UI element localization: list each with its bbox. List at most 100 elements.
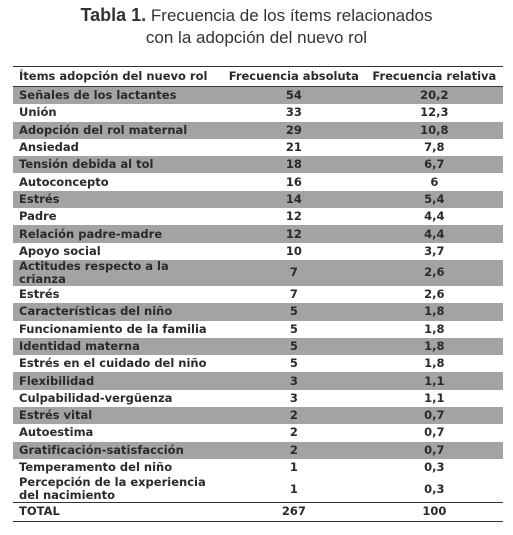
table-row: Estrés en el cuidado del niño 5 1,8 (13, 355, 503, 372)
title-line: con la adopción del nuevo rol (145, 28, 368, 47)
title-line: Frecuencia de los ítems relacionados (150, 6, 433, 25)
header-cell: Ítems adopción del nuevo rol (13, 66, 222, 87)
table-row: Actitudes respecto a la crianza 7 2,6 (13, 259, 503, 286)
table-row: Estrés 7 2,6 (13, 286, 503, 303)
table-row: Flexibilidad 3 1,1 (13, 372, 503, 390)
cell-value: 14 (222, 190, 366, 209)
table-row: Funcionamiento de la familia 5 1,8 (13, 321, 503, 338)
cell-value: 7 (289, 287, 298, 302)
cell-value: 1,8 (424, 356, 445, 371)
cell-value: 1,1 (365, 372, 503, 390)
cell-value: 21 (285, 140, 302, 155)
cell-value: 1,8 (424, 321, 445, 336)
table-row: Relación padre-madre 12 4,4 (13, 225, 503, 243)
cell-value: 5 (289, 321, 298, 336)
table-row: Características del niño 5 1,8 (13, 303, 503, 321)
cell-item: Estrés (19, 287, 60, 302)
cell-item: Identidad materna (13, 337, 222, 356)
cell-item: Temperamento del niño (19, 460, 173, 475)
cell-item: Unión (19, 105, 57, 120)
cell-item: Tensión debida al tol (13, 156, 222, 174)
cell-value: 2 (222, 407, 366, 425)
cell-value: 5 (289, 356, 298, 371)
table-row: Estrés vital 2 0,7 (13, 407, 503, 425)
cell-item: Autoestima (19, 425, 94, 440)
cell-value: 0,7 (365, 407, 503, 425)
cell-item: Padre (19, 209, 57, 224)
table-row: Culpabilidad-vergüenza 3 1,1 (13, 390, 503, 407)
table-row: Autoestima 2 0,7 (13, 424, 503, 441)
table-row: Gratificación-satisfacción 2 0,7 (13, 441, 503, 459)
cell-item: Flexibilidad (13, 372, 222, 390)
cell-value: 0,3 (424, 460, 445, 475)
cell-value: 1,1 (424, 390, 445, 405)
cell-item: Estrés (13, 190, 222, 209)
table-row: Estrés 14 5,4 (13, 190, 503, 209)
cell-value: 1,8 (365, 303, 503, 321)
cell-item: Funcionamiento de la familia (19, 321, 207, 336)
cell-item: Apoyo social (19, 243, 101, 258)
cell-value: 5 (222, 303, 366, 321)
total-row: TOTAL 267 100 (13, 502, 503, 522)
table-row: Autoconcepto 16 6 (13, 173, 503, 190)
cell-value: 6 (430, 174, 439, 189)
cell-value: 2,6 (365, 259, 503, 286)
cell-value: 33 (285, 105, 302, 120)
table-row: Ansiedad 21 7,8 (13, 139, 503, 156)
title-label: Tabla 1. (80, 5, 147, 25)
table-row: Identidad materna 5 1,8 (13, 337, 503, 356)
cell-value: 0,3 (424, 481, 445, 496)
cell-value: 1 (289, 481, 298, 496)
cell-value: 18 (222, 156, 366, 174)
cell-value: 6,7 (365, 156, 503, 174)
header-cell: Frecuencia relativa (365, 66, 503, 87)
cell-value: 12,3 (420, 105, 449, 120)
cell-item: Relación padre-madre (13, 225, 222, 243)
cell-item: Percepción de la experiencia del nacimie… (19, 475, 206, 503)
table-row: Padre 12 4,4 (13, 208, 503, 225)
table-row: Señales de los lactantes 54 20,2 (13, 86, 503, 105)
cell-value: 3,7 (424, 243, 445, 258)
cell-item: Características del niño (13, 303, 222, 321)
cell-value: 5 (222, 337, 366, 356)
cell-value: 3 (222, 372, 366, 390)
cell-value: 0,7 (424, 425, 445, 440)
cell-value: 7,8 (424, 140, 445, 155)
cell-value: 10,8 (365, 121, 503, 139)
table-row: Tensión debida al tol 18 6,7 (13, 156, 503, 174)
cell-item: Estrés vital (13, 407, 222, 425)
cell-item: Culpabilidad-vergüenza (19, 390, 173, 405)
table-row: Percepción de la experiencia del nacimie… (13, 476, 503, 503)
cell-value: 29 (222, 121, 366, 139)
cell-item: Señales de los lactantes (13, 86, 222, 105)
cell-value: 12 (222, 225, 366, 243)
cell-value: 1 (289, 460, 298, 475)
cell-value: 3 (289, 390, 298, 405)
cell-value: 5,4 (365, 190, 503, 209)
table-row: Temperamento del niño 1 0,3 (13, 459, 503, 476)
cell-value: 4,4 (365, 225, 503, 243)
cell-value: 4,4 (424, 209, 445, 224)
cell-value: 2 (222, 441, 366, 459)
cell-value: 0,7 (365, 441, 503, 459)
table-row: Apoyo social 10 3,7 (13, 243, 503, 260)
cell-value: 7 (222, 259, 366, 286)
total-cell: 100 (365, 502, 503, 522)
cell-value: 12 (285, 209, 302, 224)
cell-item: Ansiedad (19, 140, 79, 155)
cell-item: Autoconcepto (19, 174, 109, 189)
cell-value: 54 (222, 86, 366, 105)
cell-value: 2,6 (424, 287, 445, 302)
cell-value: 1,8 (365, 337, 503, 356)
title: Tabla 1. Frecuencia de los ítems relacio… (0, 0, 513, 49)
total-cell: 267 (222, 502, 366, 522)
table-row: Unión 33 12,3 (13, 104, 503, 121)
header-cell: Frecuencia absoluta (222, 66, 366, 87)
total-cell: TOTAL (13, 502, 222, 522)
table-row: Adopción del rol maternal 29 10,8 (13, 121, 503, 139)
cell-value: 20,2 (365, 86, 503, 105)
table: Ítems adopción del nuevo rol Frecuencia a… (13, 66, 503, 522)
cell-value: 2 (289, 425, 298, 440)
cell-item: Gratificación-satisfacción (13, 441, 222, 459)
